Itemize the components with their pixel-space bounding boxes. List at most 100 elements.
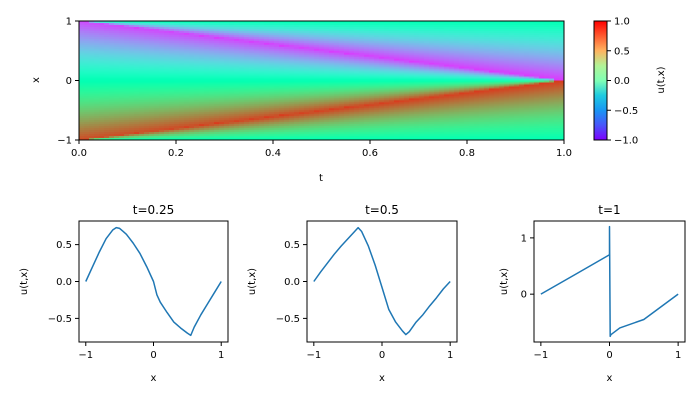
heatmap-cell bbox=[414, 38, 420, 42]
heatmap-cell bbox=[189, 134, 195, 137]
heatmap-cell bbox=[89, 60, 95, 64]
heatmap-cell bbox=[244, 100, 250, 103]
heatmap-cell bbox=[399, 130, 405, 133]
heatmap-cell bbox=[449, 64, 455, 68]
heatmap-cell bbox=[239, 82, 245, 86]
heatmap-cell bbox=[234, 84, 240, 88]
heatmap-cell bbox=[294, 34, 300, 38]
heatmap-cell bbox=[269, 72, 275, 76]
heatmap-cell bbox=[414, 58, 420, 62]
heatmap-cell bbox=[289, 134, 295, 137]
heatmap-cell bbox=[164, 52, 170, 56]
heatmap-cell bbox=[469, 60, 475, 64]
heatmap-cell bbox=[359, 52, 365, 56]
heatmap-cell bbox=[304, 46, 310, 50]
heatmap-cell bbox=[129, 128, 135, 131]
heatmap-cell bbox=[414, 86, 420, 90]
heatmap-cell bbox=[224, 94, 230, 97]
heatmap-cell bbox=[264, 138, 270, 140]
heatmap-cell bbox=[234, 128, 240, 131]
heatmap-cell bbox=[214, 76, 220, 80]
heatmap-cell bbox=[399, 86, 405, 90]
heatmap-cell bbox=[444, 36, 450, 40]
heatmap-cell bbox=[119, 50, 125, 54]
heatmap-cell bbox=[169, 40, 175, 44]
heatmap-cell bbox=[454, 58, 460, 62]
heatmap-cell bbox=[319, 102, 325, 105]
heatmap-cell bbox=[329, 124, 335, 127]
heatmap-cell bbox=[359, 76, 365, 80]
heatmap-cell bbox=[239, 126, 245, 129]
heatmap-cell bbox=[244, 21, 250, 24]
heatmap-cell bbox=[274, 42, 280, 46]
heatmap-cell bbox=[459, 96, 465, 99]
heatmap-cell bbox=[194, 128, 200, 131]
heatmap-cell bbox=[404, 130, 410, 133]
heatmap-cell bbox=[399, 90, 405, 93]
heatmap-cell bbox=[204, 104, 210, 107]
heatmap-cell bbox=[234, 108, 240, 111]
heatmap-cell bbox=[339, 96, 345, 99]
heatmap-cell bbox=[119, 68, 125, 72]
heatmap-cell bbox=[279, 84, 285, 88]
heatmap-cell bbox=[324, 36, 330, 40]
heatmap-cell bbox=[334, 86, 340, 90]
heatmap-cell bbox=[89, 70, 95, 74]
heatmap-cell bbox=[304, 110, 310, 113]
heatmap-cell bbox=[469, 126, 475, 129]
heatmap-cell bbox=[224, 134, 230, 137]
heatmap-cell bbox=[334, 102, 340, 105]
heatmap-cell bbox=[94, 44, 100, 48]
heatmap-cell bbox=[479, 42, 485, 46]
heatmap-cell bbox=[314, 38, 320, 42]
heatmap-cell bbox=[154, 62, 160, 66]
heatmap-cell bbox=[439, 72, 445, 76]
heatmap-cell bbox=[164, 24, 170, 28]
heatmap-cell bbox=[99, 60, 105, 64]
heatmap-cell bbox=[169, 26, 175, 30]
heatmap-cell bbox=[134, 48, 140, 52]
heatmap-cell bbox=[309, 50, 315, 54]
heatmap-cell bbox=[284, 116, 290, 119]
heatmap-cell bbox=[444, 110, 450, 113]
heatmap-cell bbox=[289, 132, 295, 135]
heatmap-cell bbox=[254, 104, 260, 107]
heatmap-cell bbox=[374, 82, 380, 86]
heatmap-cell bbox=[79, 56, 85, 60]
heatmap-cell bbox=[369, 94, 375, 97]
heatmap-cell bbox=[169, 62, 175, 66]
heatmap-cell bbox=[409, 100, 415, 103]
heatmap-cell bbox=[274, 22, 280, 26]
heatmap-cell bbox=[284, 138, 290, 140]
heatmap-cell bbox=[354, 126, 360, 129]
heatmap-cell bbox=[219, 76, 225, 80]
heatmap-cell bbox=[299, 112, 305, 115]
heatmap-cell bbox=[334, 90, 340, 93]
heatmap-cell bbox=[489, 130, 495, 133]
heatmap-cell bbox=[299, 68, 305, 72]
heatmap-cell bbox=[184, 54, 190, 58]
heatmap-cell bbox=[129, 66, 135, 70]
heatmap-cell bbox=[339, 102, 345, 105]
heatmap-cell bbox=[319, 38, 325, 42]
heatmap-cell bbox=[324, 132, 330, 135]
heatmap-cell bbox=[469, 106, 475, 109]
heatmap-cell bbox=[114, 88, 120, 92]
heatmap-cell bbox=[239, 26, 245, 30]
heatmap-cell bbox=[264, 30, 270, 34]
heatmap-cell bbox=[229, 98, 235, 101]
heatmap-cell bbox=[469, 80, 475, 84]
heatmap-cell bbox=[224, 24, 230, 28]
heatmap-cell bbox=[239, 122, 245, 125]
heatmap-cell bbox=[219, 126, 225, 129]
heatmap-cell bbox=[364, 124, 370, 127]
heatmap-cell bbox=[289, 130, 295, 133]
heatmap-cell bbox=[254, 132, 260, 135]
heatmap-cell bbox=[99, 28, 105, 32]
heatmap-cell bbox=[414, 132, 420, 135]
heatmap-cell bbox=[319, 134, 325, 137]
heatmap-cell bbox=[369, 136, 375, 139]
heatmap-cell bbox=[309, 38, 315, 42]
heatmap-cell bbox=[344, 22, 350, 26]
heatmap-cell bbox=[169, 134, 175, 137]
